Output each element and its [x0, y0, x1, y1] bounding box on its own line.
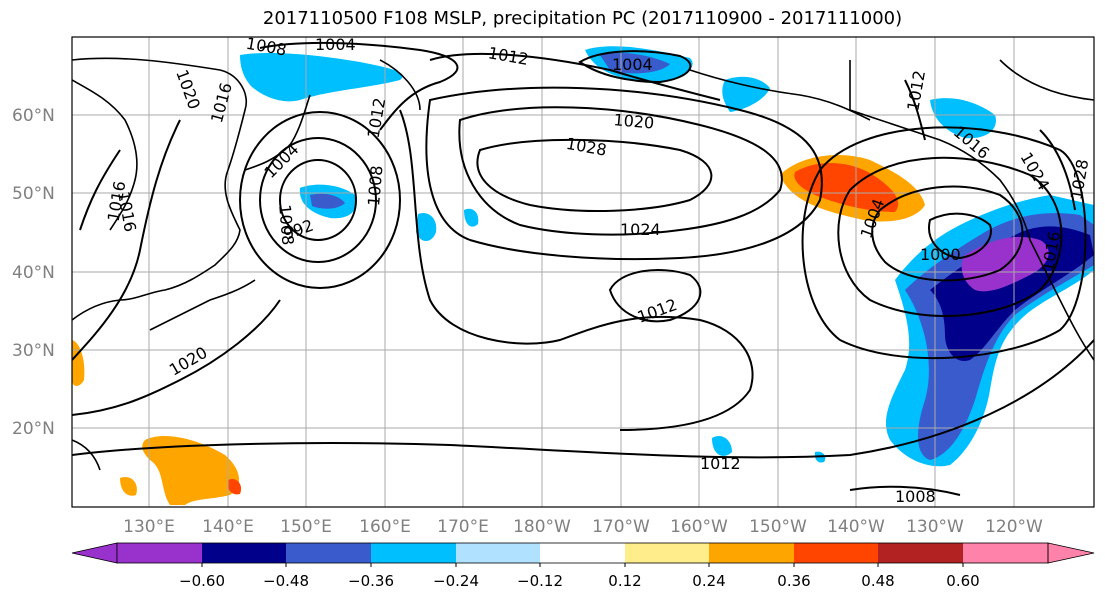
map-title: 2017110500 F108 MSLP, precipitation PC (…	[262, 8, 903, 29]
colorbar-segment	[794, 543, 878, 563]
isobar-label: 1008	[364, 165, 386, 207]
colorbar-segment	[117, 543, 202, 563]
isobar-label: 1020	[613, 110, 655, 132]
colorbar	[71, 542, 1095, 567]
lon-label: 150°E	[280, 517, 332, 537]
isobar-label: 1004	[315, 35, 356, 54]
lon-label: 140°E	[202, 517, 254, 537]
lon-label: 170°W	[592, 517, 650, 537]
colorbar-segment	[202, 543, 286, 563]
lon-label: 130°E	[123, 517, 175, 537]
colorbar-tick-label: −0.12	[517, 572, 563, 590]
lon-label: 130°W	[906, 517, 964, 537]
lon-label: 140°W	[827, 517, 885, 537]
isobar-label: 1008	[275, 204, 297, 246]
colorbar-extend-low	[71, 542, 118, 564]
lon-label: 120°W	[985, 517, 1043, 537]
isobars	[72, 41, 1094, 496]
colorbar-segment	[456, 543, 540, 563]
colorbar-tick-label: 0.36	[777, 572, 810, 590]
colorbar-segment	[540, 543, 625, 563]
colorbar-tick-label: −0.60	[179, 572, 225, 590]
isobar-label: 1008	[895, 487, 936, 506]
lat-label: 20°N	[12, 419, 55, 439]
latitude-labels: 60°N 50°N 40°N 30°N 20°N	[12, 106, 55, 439]
colorbar-segment	[625, 543, 709, 563]
colorbar-border	[116, 542, 1049, 564]
lon-label: 160°W	[670, 517, 728, 537]
colorbar-segment	[371, 543, 456, 563]
colorbar-segment	[709, 543, 794, 563]
colorbar-tick-label: 0.24	[692, 572, 725, 590]
lon-label: 160°E	[359, 517, 411, 537]
lat-label: 40°N	[12, 263, 55, 283]
lon-label: 170°E	[437, 517, 489, 537]
lat-label: 60°N	[12, 106, 55, 126]
longitude-labels: 130°E 140°E 150°E 160°E 170°E 180°W 170°…	[123, 517, 1043, 537]
lat-label: 30°N	[12, 341, 55, 361]
lon-label: 180°W	[513, 517, 571, 537]
graticule	[72, 37, 1094, 507]
isobar-label: 1004	[612, 55, 653, 74]
isobar-label: 1000	[920, 245, 961, 264]
colorbar-tick-label: 0.48	[861, 572, 894, 590]
isobar-label: 1012	[700, 454, 741, 473]
coastlines	[72, 57, 1094, 471]
colorbar-segment	[286, 543, 371, 563]
lon-label: 150°W	[749, 517, 807, 537]
colorbar-tick-label: −0.48	[263, 572, 309, 590]
colorbar-segment	[963, 543, 1048, 563]
colorbar-tick-label: −0.24	[433, 572, 479, 590]
colorbar-tick-label: −0.36	[348, 572, 394, 590]
colorbar-tick-labels: −0.60 −0.48 −0.36 −0.24 −0.12 0.12 0.24 …	[179, 572, 980, 590]
colorbar-tick-label: 0.60	[946, 572, 979, 590]
lat-label: 50°N	[12, 184, 55, 204]
colorbar-segment	[878, 543, 963, 563]
isobar-label: 1008	[245, 34, 288, 60]
colorbar-extend-high	[1047, 542, 1095, 564]
map-frame	[71, 36, 1095, 508]
colorbar-tick-label: 0.12	[608, 572, 641, 590]
isobar-label: 1024	[620, 220, 661, 239]
